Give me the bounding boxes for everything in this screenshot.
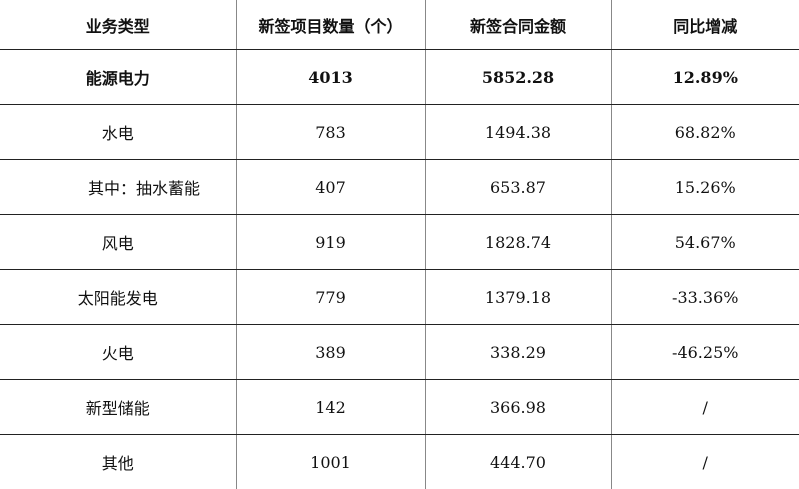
table-row: 新型储能 142 366.98/ bbox=[0, 379, 799, 435]
cell-yoy-change: / bbox=[610, 434, 799, 489]
cell-contract-amount: 5852.28 bbox=[424, 49, 611, 105]
table-row: 水电 783 1494.38 68.82% bbox=[0, 104, 799, 160]
cell-contract-amount: 338.29 bbox=[424, 324, 611, 380]
table-row: 能源电力 4013 5852.28 12.89% bbox=[0, 49, 799, 105]
header-project-count: 新签项目数量（个） bbox=[235, 0, 425, 50]
table-row: 其他 1001 444.70/ bbox=[0, 434, 799, 489]
header-contract-amount: 新签合同金额 bbox=[424, 0, 611, 50]
cell-contract-amount: 444.70 bbox=[424, 434, 611, 489]
cell-project-count: 919 bbox=[235, 214, 425, 270]
cell-project-count: 779 bbox=[235, 269, 425, 325]
table-row: 风电 919 1828.74 54.67% bbox=[0, 214, 799, 270]
header-row: 业务类型 新签项目数量（个） 新签合同金额 同比增减 bbox=[0, 0, 799, 50]
cell-business-type: 火电 bbox=[0, 324, 236, 380]
cell-business-type: 水电 bbox=[0, 104, 236, 160]
cell-project-count: 407 bbox=[235, 159, 425, 215]
cell-contract-amount: 1494.38 bbox=[424, 104, 611, 160]
cell-business-type: 太阳能发电 bbox=[0, 269, 236, 325]
cell-project-count: 389 bbox=[235, 324, 425, 380]
cell-yoy-change: -33.36% bbox=[610, 269, 799, 325]
cell-project-count: 783 bbox=[235, 104, 425, 160]
cell-business-type: 新型储能 bbox=[0, 379, 236, 435]
cell-contract-amount: 366.98 bbox=[424, 379, 611, 435]
header-yoy-change: 同比增减 bbox=[610, 0, 799, 50]
cell-contract-amount: 653.87 bbox=[424, 159, 611, 215]
cell-project-count: 142 bbox=[235, 379, 425, 435]
cell-business-type: 其中：抽水蓄能 bbox=[0, 159, 236, 215]
table-row: 太阳能发电 779 1379.18 -33.36% bbox=[0, 269, 799, 325]
cell-yoy-change: 15.26% bbox=[610, 159, 799, 215]
cell-project-count: 1001 bbox=[235, 434, 425, 489]
cell-yoy-change: 12.89% bbox=[610, 49, 799, 105]
cell-yoy-change: 54.67% bbox=[610, 214, 799, 270]
cell-yoy-change: 68.82% bbox=[610, 104, 799, 160]
cell-business-type: 其他 bbox=[101, 454, 134, 473]
table-row: 火电 389 338.29 -46.25% bbox=[0, 324, 799, 380]
table-row: 其中：抽水蓄能 407 653.87 15.26% bbox=[0, 159, 799, 215]
cell-business-type: 能源电力 bbox=[0, 49, 236, 105]
cell-project-count: 4013 bbox=[235, 49, 425, 105]
cell-business-type: 风电 bbox=[0, 214, 236, 270]
cell-contract-amount: 1828.74 bbox=[424, 214, 611, 270]
cell-yoy-change: / bbox=[610, 379, 799, 435]
header-business-type: 业务类型 bbox=[0, 0, 236, 50]
cell-yoy-change: -46.25% bbox=[610, 324, 799, 380]
cell-contract-amount: 1379.18 bbox=[424, 269, 611, 325]
